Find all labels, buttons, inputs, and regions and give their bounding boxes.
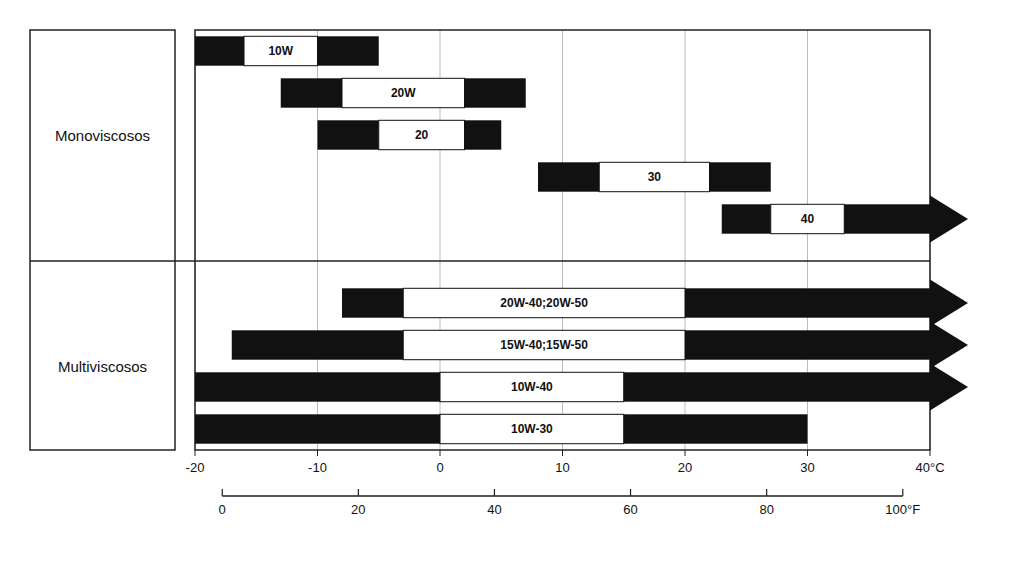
x2-tick bbox=[766, 489, 767, 496]
labels-arrows: 10W 20W 20 30 40 20W-40;20W-50 15W-40;15W-50 10… bbox=[268, 44, 968, 436]
bar-label: 30 bbox=[648, 170, 662, 184]
bar-label: 20W-40;20W-50 bbox=[500, 296, 588, 310]
high-segment bbox=[685, 330, 930, 359]
bars bbox=[195, 36, 930, 443]
x2-tick bbox=[630, 489, 631, 496]
x-tick-label: -10 bbox=[308, 460, 327, 475]
x-tick-label: 0 bbox=[436, 460, 443, 475]
x2-tick-label: 60 bbox=[623, 502, 637, 517]
x2-tick-label: 80 bbox=[759, 502, 773, 517]
high-segment bbox=[685, 288, 930, 317]
range-segment bbox=[599, 162, 709, 191]
x2-tick bbox=[494, 489, 495, 496]
low-segment bbox=[281, 78, 342, 107]
range-segment bbox=[403, 288, 685, 317]
high-segment bbox=[318, 36, 379, 65]
bar-label: 20 bbox=[415, 128, 429, 142]
x-tick-label: 10 bbox=[555, 460, 569, 475]
continuation-arrow bbox=[930, 279, 968, 326]
x2-tick-label: 20 bbox=[351, 502, 365, 517]
chart-container: 10W 20W 20 30 40 20W-40;20W-50 15W-40;15W-50 10… bbox=[0, 0, 1024, 576]
continuation-arrow bbox=[930, 195, 968, 242]
x2-tick-label: 0 bbox=[219, 502, 226, 517]
low-segment bbox=[232, 330, 404, 359]
range-segment bbox=[771, 204, 845, 233]
continuation-arrow bbox=[930, 321, 968, 368]
range-segment bbox=[440, 414, 624, 443]
continuation-arrow bbox=[930, 363, 968, 410]
range-segment bbox=[379, 120, 465, 149]
low-segment bbox=[195, 36, 244, 65]
x2-tick bbox=[902, 489, 903, 496]
group-label: Multiviscosos bbox=[58, 358, 147, 375]
high-segment bbox=[465, 78, 526, 107]
x-tick bbox=[195, 450, 196, 456]
chart-svg: 10W 20W 20 30 40 20W-40;20W-50 15W-40;15W-50 10… bbox=[0, 0, 1024, 576]
bar-label: 40 bbox=[801, 212, 815, 226]
high-segment bbox=[465, 120, 502, 149]
x2-tick-label: 40 bbox=[487, 502, 501, 517]
group-separator bbox=[30, 260, 930, 262]
high-segment bbox=[710, 162, 771, 191]
low-segment bbox=[195, 372, 440, 401]
x-tick bbox=[317, 450, 318, 456]
low-segment bbox=[722, 204, 771, 233]
x-tick-label: -20 bbox=[186, 460, 205, 475]
high-segment bbox=[624, 372, 930, 401]
x-tick bbox=[685, 450, 686, 456]
bar-label: 10W bbox=[268, 44, 293, 58]
high-segment bbox=[624, 414, 808, 443]
plot-frame bbox=[195, 30, 930, 450]
x-tick bbox=[440, 450, 441, 456]
low-segment bbox=[195, 414, 440, 443]
low-segment bbox=[318, 120, 379, 149]
x-tick-label: 30 bbox=[800, 460, 814, 475]
x2-tick bbox=[358, 489, 359, 496]
x2-tick bbox=[222, 489, 223, 496]
x-tick-label: 40°C bbox=[915, 460, 944, 475]
range-segment bbox=[342, 78, 465, 107]
x-tick bbox=[562, 450, 563, 456]
x-tick bbox=[807, 450, 808, 456]
bar-label: 15W-40;15W-50 bbox=[500, 338, 588, 352]
low-segment bbox=[538, 162, 599, 191]
range-segment bbox=[403, 330, 685, 359]
label-frame bbox=[30, 30, 175, 450]
x-tick bbox=[930, 450, 931, 456]
x-tick-label: 20 bbox=[678, 460, 692, 475]
range-segment bbox=[440, 372, 624, 401]
x2-tick-label: 100°F bbox=[885, 502, 920, 517]
low-segment bbox=[342, 288, 403, 317]
x2-axis-line bbox=[222, 495, 903, 497]
range-segment bbox=[244, 36, 318, 65]
bar-label: 10W-40 bbox=[511, 380, 553, 394]
bar-label: 10W-30 bbox=[511, 422, 553, 436]
group-label: Monoviscosos bbox=[55, 127, 150, 144]
bar-label: 20W bbox=[391, 86, 416, 100]
high-segment bbox=[844, 204, 930, 233]
